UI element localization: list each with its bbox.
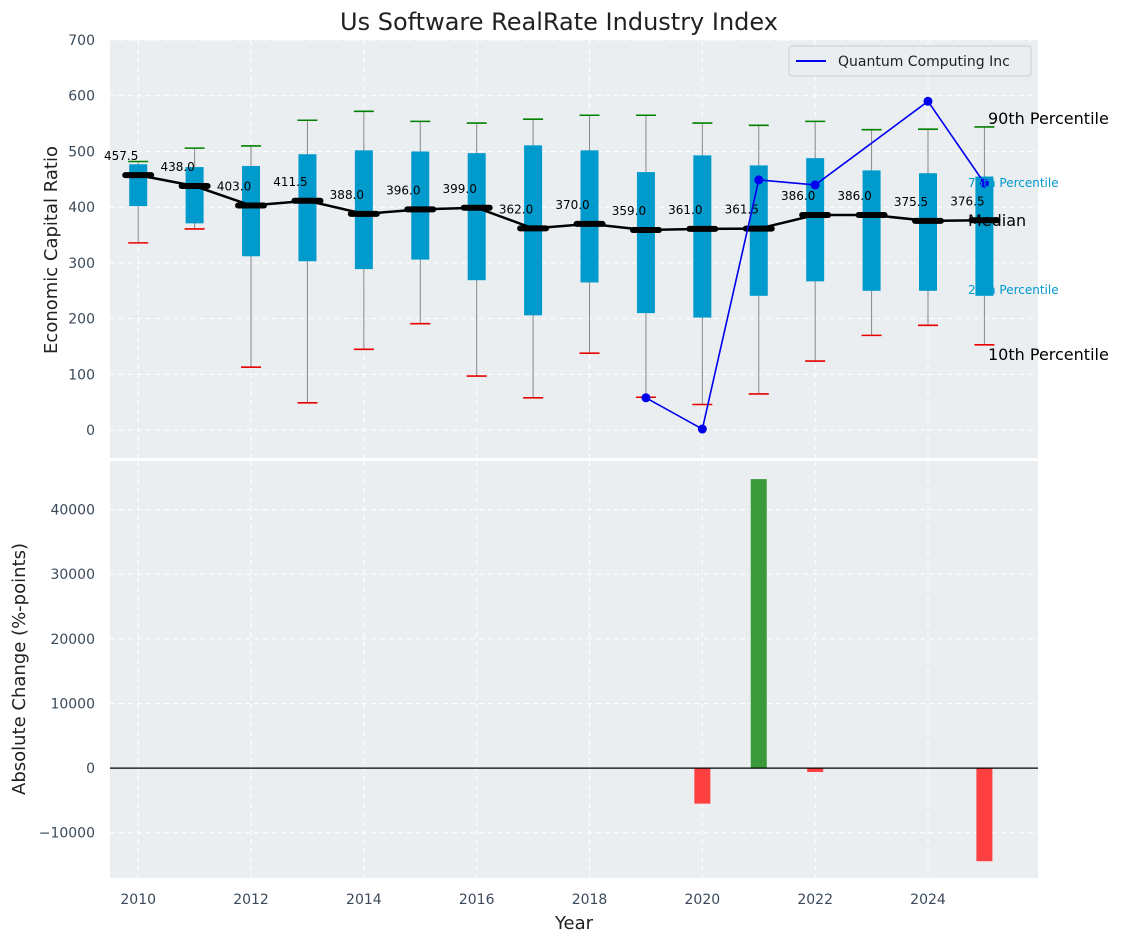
x-tick-labels: 2010 2012 2014 2016 2018 2020 2022 2024 <box>120 892 946 908</box>
bottom-y-tick-label: 30000 <box>50 567 95 583</box>
bottom-y-tick-label: 20000 <box>50 632 95 648</box>
x-axis-title: Year <box>554 913 594 934</box>
iqr-box <box>693 155 712 318</box>
legend: Quantum Computing Inc <box>788 45 1032 77</box>
median-label: 411.5 <box>273 175 307 189</box>
median-label: 362.0 <box>499 202 533 216</box>
median-series <box>137 173 985 232</box>
bottom-plot-area <box>110 461 1038 878</box>
iqr-box <box>636 172 655 314</box>
bottom-y-tick-label: −10000 <box>39 826 95 842</box>
iqr-box <box>580 150 599 283</box>
median-label: 403.0 <box>217 180 251 194</box>
x-tick-label: 2018 <box>572 892 608 908</box>
top-plot-area <box>110 40 1038 458</box>
x-tick-label: 2020 <box>685 892 721 908</box>
top-y-axis-title: Economic Capital Ratio <box>41 146 62 354</box>
annotation-p10: 10th Percentile <box>988 345 1109 364</box>
annotation-p25: 25th Percentile <box>968 283 1059 297</box>
top-y-tick-label: 200 <box>68 312 95 328</box>
bottom-y-tick-label: 0 <box>86 761 95 777</box>
company-point <box>979 178 989 188</box>
median-line <box>137 173 985 232</box>
bottom-y-tick-label: 10000 <box>50 696 95 712</box>
iqr-box <box>975 176 994 296</box>
median-label: 388.0 <box>330 188 364 202</box>
x-tick-label: 2022 <box>797 892 833 908</box>
top-y-tick-label: 100 <box>68 367 95 383</box>
median-label: 376.5 <box>950 194 984 208</box>
change-bar <box>694 768 711 804</box>
median-label: 386.0 <box>837 189 871 203</box>
iqr-box <box>129 164 148 207</box>
median-label: 361.5 <box>725 203 759 217</box>
median-label: 375.5 <box>894 195 928 209</box>
x-tick-label: 2010 <box>120 892 156 908</box>
annotation-median: Median <box>968 211 1026 230</box>
median-label: 359.0 <box>612 204 646 218</box>
iqr-box <box>411 151 430 260</box>
company-series <box>641 96 989 434</box>
change-bar <box>976 768 993 862</box>
x-tick-label: 2014 <box>346 892 382 908</box>
annotation-p90: 90th Percentile <box>988 109 1109 128</box>
top-y-tick-label: 600 <box>68 89 95 105</box>
company-point <box>754 175 764 185</box>
median-label: 386.0 <box>781 189 815 203</box>
iqr-box <box>806 158 825 282</box>
top-y-tick-label: 500 <box>68 144 95 160</box>
top-y-tick-label: 400 <box>68 200 95 216</box>
iqr-box <box>185 167 204 224</box>
top-y-tick-labels: 0 100 200 300 400 500 600 700 <box>68 33 95 439</box>
bottom-y-axis-title: Absolute Change (%-points) <box>9 543 30 795</box>
median-data-labels: 457.5 438.0 403.0 411.5 388.0 396.0 399.0 362.0… <box>104 149 985 218</box>
company-point <box>810 180 820 190</box>
x-tick-label: 2016 <box>459 892 495 908</box>
median-label: 370.0 <box>555 198 589 212</box>
median-label: 438.0 <box>160 160 194 174</box>
median-label: 361.0 <box>668 203 702 217</box>
top-y-tick-label: 300 <box>68 256 95 272</box>
annotation-p75: 75th Percentile <box>968 176 1059 190</box>
top-y-tick-label: 0 <box>86 423 95 439</box>
median-label: 457.5 <box>104 149 138 163</box>
iqr-box <box>467 153 486 281</box>
iqr-box <box>862 170 881 291</box>
iqr-box <box>242 165 261 257</box>
bottom-y-tick-label: 40000 <box>50 502 95 518</box>
iqr-box <box>918 173 937 291</box>
company-line <box>645 100 986 431</box>
median-label: 399.0 <box>443 182 477 196</box>
iqr-box <box>354 150 373 270</box>
bottom-y-tick-labels: −10000 0 10000 20000 30000 40000 <box>39 502 95 841</box>
top-y-tick-label: 700 <box>68 33 95 49</box>
change-bar <box>750 479 767 769</box>
company-point <box>697 424 707 434</box>
company-point <box>923 96 933 106</box>
bar-series <box>694 479 993 862</box>
company-point <box>641 393 651 403</box>
chart-title: Us Software RealRate Industry Index <box>340 8 778 36</box>
iqr-box <box>298 154 317 262</box>
legend-label-company: Quantum Computing Inc <box>838 54 1010 70</box>
median-label: 396.0 <box>386 183 420 197</box>
legend-box <box>788 45 1032 77</box>
change-bar <box>807 768 824 772</box>
x-tick-label: 2012 <box>233 892 269 908</box>
x-tick-label: 2024 <box>910 892 946 908</box>
